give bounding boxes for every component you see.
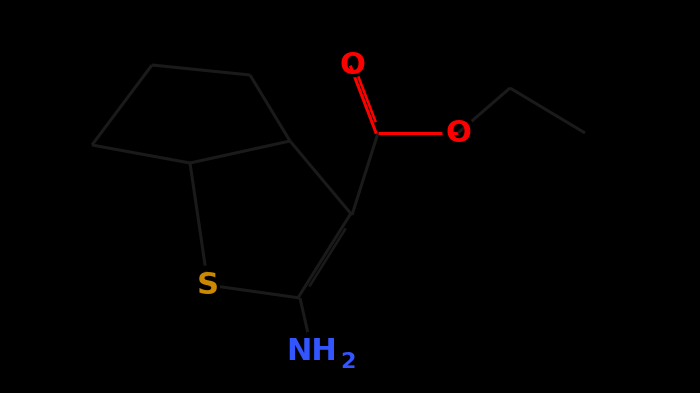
Text: S: S bbox=[197, 270, 219, 299]
Text: S: S bbox=[193, 264, 223, 306]
Text: NH: NH bbox=[286, 336, 337, 365]
Text: O: O bbox=[339, 50, 365, 79]
Text: O: O bbox=[445, 119, 471, 147]
Text: NH₂: NH₂ bbox=[268, 330, 356, 372]
Text: O: O bbox=[334, 44, 370, 86]
Text: O: O bbox=[440, 112, 476, 154]
Text: 2: 2 bbox=[340, 352, 356, 372]
